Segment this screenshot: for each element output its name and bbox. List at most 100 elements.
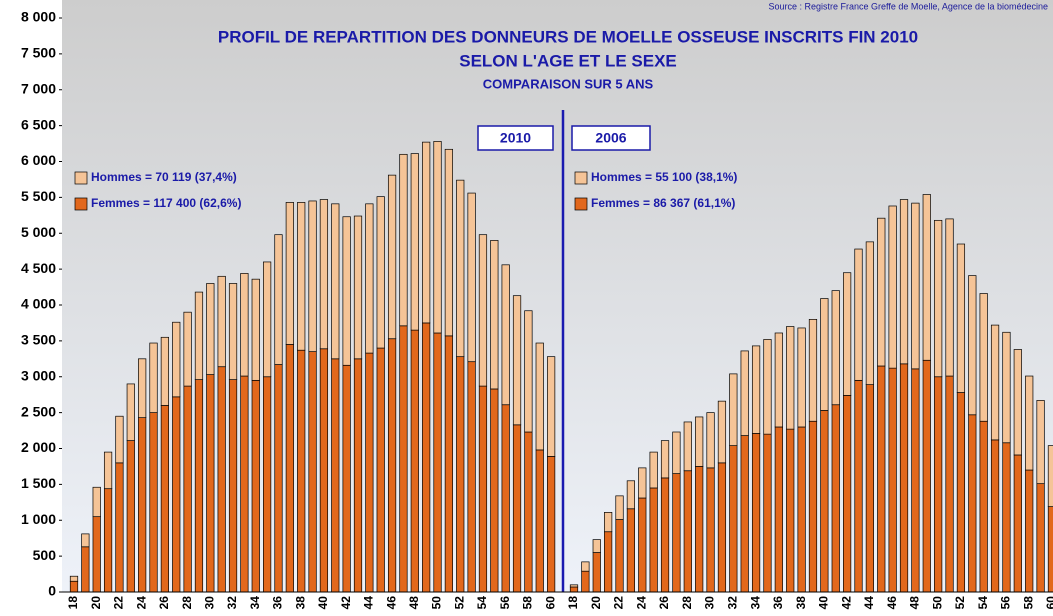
bar-segment xyxy=(626,480,636,510)
bar-segment xyxy=(319,199,329,350)
bar-segment xyxy=(399,325,408,593)
plot-area xyxy=(62,0,1053,592)
bar-segment xyxy=(342,364,351,593)
bar-segment xyxy=(535,342,544,451)
bar-segment xyxy=(172,321,181,398)
x-tick-label: 60 xyxy=(1044,596,1053,610)
x-tick-label: 28 xyxy=(180,596,194,610)
bar-segment xyxy=(319,348,329,593)
bar-segment xyxy=(126,383,135,441)
panel-label-box xyxy=(571,125,651,151)
panel-label: 2010 xyxy=(500,130,531,146)
bar-segment xyxy=(251,379,260,593)
x-tick-label: 58 xyxy=(1021,596,1035,610)
bar-segment xyxy=(956,392,966,593)
bar-segment xyxy=(626,508,636,593)
legend-swatch xyxy=(74,197,88,211)
x-tick-label: 34 xyxy=(248,596,262,610)
y-tick-label: 3 500 xyxy=(21,332,56,348)
x-tick-label: 42 xyxy=(339,596,353,610)
panel-label: 2006 xyxy=(595,130,626,146)
bar-segment xyxy=(297,349,306,593)
bar-segment xyxy=(149,342,158,413)
bar-segment xyxy=(843,272,852,396)
bar-segment xyxy=(660,477,670,593)
bar-segment xyxy=(478,234,488,387)
bar-segment xyxy=(899,363,909,593)
x-tick-label: 58 xyxy=(521,596,535,610)
y-tick-label: 7 000 xyxy=(21,80,56,96)
bar-segment xyxy=(81,533,90,548)
bar-segment xyxy=(808,420,818,593)
bar-segment xyxy=(183,311,192,387)
bar-segment xyxy=(649,451,658,489)
bar-segment xyxy=(285,344,294,593)
bar-segment xyxy=(831,404,840,593)
bar-segment xyxy=(638,467,647,499)
x-tick-label: 52 xyxy=(953,596,967,610)
bar-segment xyxy=(353,358,363,593)
bar-segment xyxy=(831,290,840,406)
y-tick-label: 4 000 xyxy=(21,296,56,312)
x-tick-label: 26 xyxy=(657,596,671,610)
bar-segment xyxy=(194,379,204,593)
bar-segment xyxy=(968,275,977,416)
x-tick-label: 48 xyxy=(908,596,922,610)
bar-segment xyxy=(467,192,476,363)
legend-label: Femmes = 117 400 (62,6%) xyxy=(91,196,241,210)
bar-segment xyxy=(456,179,465,358)
bar-segment xyxy=(251,278,260,381)
bar-segment xyxy=(172,396,181,593)
bar-segment xyxy=(115,415,124,464)
bar-segment xyxy=(160,405,169,593)
bar-segment xyxy=(103,488,113,593)
bar-segment xyxy=(387,338,397,593)
x-tick-label: 34 xyxy=(748,596,762,610)
bar-segment xyxy=(285,202,294,345)
x-tick-label: 26 xyxy=(157,596,171,610)
bar-segment xyxy=(365,203,374,354)
bar-segment xyxy=(1013,454,1022,593)
x-tick-label: 56 xyxy=(999,596,1013,610)
x-tick-label: 40 xyxy=(817,596,831,610)
x-tick-label: 48 xyxy=(407,596,421,610)
bar-segment xyxy=(695,466,704,593)
bar-segment xyxy=(376,196,385,349)
bar-segment xyxy=(228,283,238,380)
bar-segment xyxy=(774,332,783,428)
bar-segment xyxy=(217,366,226,593)
bar-segment xyxy=(308,351,317,593)
chart-title: PROFIL DE REPARTITION DES DONNEURS DE MO… xyxy=(218,27,918,46)
bar-segment xyxy=(672,473,681,593)
y-tick-label: 7 500 xyxy=(21,45,56,61)
bar-segment xyxy=(683,470,692,593)
x-tick-label: 46 xyxy=(885,596,899,610)
bar-segment xyxy=(899,199,909,365)
bar-segment xyxy=(263,376,272,593)
x-tick-label: 32 xyxy=(725,596,739,610)
bar-segment xyxy=(740,350,749,436)
x-tick-label: 56 xyxy=(498,596,512,610)
y-tick-label: 5 000 xyxy=(21,224,56,240)
x-tick-label: 36 xyxy=(771,596,785,610)
bar-segment xyxy=(422,141,431,324)
bar-segment xyxy=(501,404,510,593)
legend-swatch xyxy=(574,197,588,211)
x-tick-label: 50 xyxy=(430,596,444,610)
y-tick-label: 6 000 xyxy=(21,152,56,168)
bar-segment xyxy=(979,293,988,422)
bar-segment xyxy=(615,519,624,593)
x-tick-label: 60 xyxy=(543,596,557,610)
bar-segment xyxy=(604,512,613,533)
x-tick-label: 36 xyxy=(271,596,285,610)
legend-label: Femmes = 86 367 (61,1%) xyxy=(591,196,735,210)
bar-segment xyxy=(1047,445,1053,507)
y-tick-label: 5 500 xyxy=(21,188,56,204)
bar-segment xyxy=(569,586,579,593)
chart-title: SELON L'AGE ET LE SEXE xyxy=(459,51,677,70)
bar-segment xyxy=(263,261,272,378)
bar-segment xyxy=(797,327,806,428)
legend-label: Hommes = 70 119 (37,4%) xyxy=(91,170,237,184)
bar-segment xyxy=(717,462,727,593)
